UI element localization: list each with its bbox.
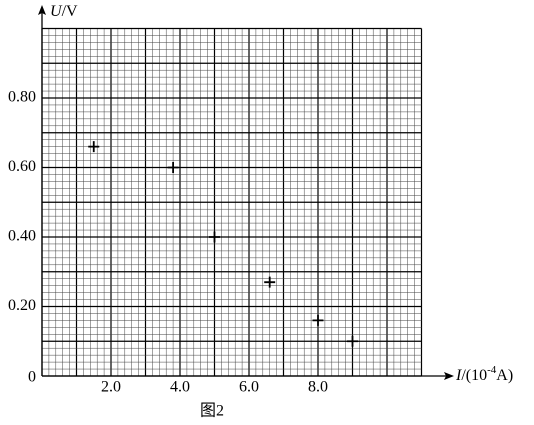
y-arrow xyxy=(38,5,46,15)
y-axis-label: U/V xyxy=(50,3,78,20)
y-tick-label: 0.80 xyxy=(8,89,36,106)
y-tick-label: 0 xyxy=(28,369,36,386)
grid xyxy=(41,27,423,377)
caption: 图2 xyxy=(200,403,224,420)
x-tick-label: 6.0 xyxy=(239,379,259,396)
x-tick-label: 8.0 xyxy=(308,379,328,396)
x-tick-label: 4.0 xyxy=(170,379,190,396)
y-unit: /V xyxy=(62,3,78,20)
data-point xyxy=(347,335,358,347)
x-unit-start: /(10 xyxy=(461,367,487,384)
x-exponent: -4 xyxy=(487,364,497,376)
y-tick-label: 0.20 xyxy=(8,297,36,314)
x-symbol: I xyxy=(455,367,462,384)
data-point xyxy=(264,276,276,288)
data-point xyxy=(312,314,324,326)
y-tick-label: 0.40 xyxy=(8,228,36,245)
data-point xyxy=(209,231,220,243)
data-point xyxy=(167,162,179,173)
y-tick-label: 0.60 xyxy=(8,158,36,175)
x-unit-end: A) xyxy=(496,367,513,384)
data-point xyxy=(88,141,100,153)
x-arrow xyxy=(444,372,454,380)
x-axis-label: I/(10-4A) xyxy=(455,364,513,384)
y-symbol: U xyxy=(50,3,63,20)
x-tick-label: 2.0 xyxy=(101,379,121,396)
